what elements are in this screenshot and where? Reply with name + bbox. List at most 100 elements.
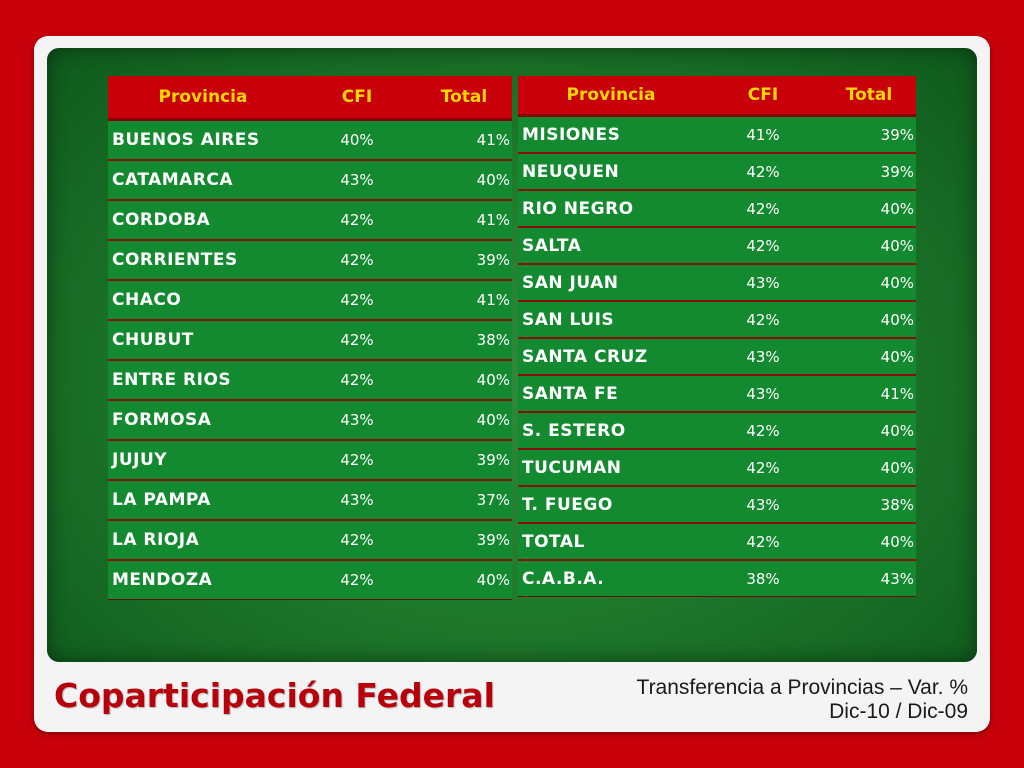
table-row: TOTAL 42% 40% xyxy=(518,522,916,561)
total-value: 39% xyxy=(416,239,512,281)
province-name: CORRIENTES xyxy=(108,239,298,281)
total-value: 43% xyxy=(822,559,916,597)
cfi-value: 42% xyxy=(298,319,416,361)
province-name: JUJUY xyxy=(108,439,298,481)
cfi-value: 41% xyxy=(704,114,822,154)
total-value: 40% xyxy=(822,448,916,487)
total-value: 39% xyxy=(822,114,916,154)
province-name: NEUQUEN xyxy=(518,152,704,191)
total-value: 40% xyxy=(822,189,916,228)
cfi-value: 42% xyxy=(704,226,822,265)
province-name: SANTA FE xyxy=(518,374,704,413)
table-row: SALTA 42% 40% xyxy=(518,226,916,265)
table-row: CATAMARCA 43% 40% xyxy=(108,159,512,201)
province-name: RIO NEGRO xyxy=(518,189,704,228)
table-row: RIO NEGRO 42% 40% xyxy=(518,189,916,228)
province-name: SAN LUIS xyxy=(518,300,704,339)
table-row: NEUQUEN 42% 39% xyxy=(518,152,916,191)
cfi-value: 42% xyxy=(298,199,416,241)
table-row: SANTA FE 43% 41% xyxy=(518,374,916,413)
province-name: C.A.B.A. xyxy=(518,559,704,597)
table-row: CHUBUT 42% 38% xyxy=(108,319,512,361)
cfi-value: 42% xyxy=(298,239,416,281)
cfi-value: 40% xyxy=(298,118,416,161)
cfi-value: 42% xyxy=(298,559,416,600)
province-name: SANTA CRUZ xyxy=(518,337,704,376)
cfi-value: 42% xyxy=(298,279,416,321)
table-row: LA RIOJA 42% 39% xyxy=(108,519,512,561)
cfi-value: 43% xyxy=(298,399,416,441)
table-row: MENDOZA 42% 40% xyxy=(108,559,512,600)
cfi-value: 42% xyxy=(704,300,822,339)
cfi-value: 43% xyxy=(704,337,822,376)
total-value: 41% xyxy=(416,118,512,161)
province-name: MISIONES xyxy=(518,114,704,154)
cfi-value: 42% xyxy=(298,359,416,401)
cfi-value: 42% xyxy=(298,439,416,481)
table-row: SAN LUIS 42% 40% xyxy=(518,300,916,339)
total-value: 39% xyxy=(416,519,512,561)
total-value: 40% xyxy=(416,159,512,201)
cfi-value: 42% xyxy=(704,411,822,450)
province-name: CORDOBA xyxy=(108,199,298,241)
province-name: LA PAMPA xyxy=(108,479,298,521)
total-value: 40% xyxy=(822,337,916,376)
total-value: 38% xyxy=(416,319,512,361)
province-name: CATAMARCA xyxy=(108,159,298,201)
cfi-value: 38% xyxy=(704,559,822,597)
total-value: 41% xyxy=(416,279,512,321)
total-value: 38% xyxy=(822,485,916,524)
cfi-value: 43% xyxy=(704,263,822,302)
total-value: 39% xyxy=(416,439,512,481)
province-name: T. FUEGO xyxy=(518,485,704,524)
cfi-value: 42% xyxy=(704,189,822,228)
cfi-value: 42% xyxy=(704,152,822,191)
table-row: CORDOBA 42% 41% xyxy=(108,199,512,241)
header-total: Total xyxy=(822,76,916,117)
table-header-row: Provincia CFI Total xyxy=(518,76,916,117)
table-row: MISIONES 41% 39% xyxy=(518,114,916,154)
province-name: SALTA xyxy=(518,226,704,265)
subtitle-line-2: Dic-10 / Dic-09 xyxy=(829,700,968,723)
table-row: S. ESTERO 42% 40% xyxy=(518,411,916,450)
total-value: 40% xyxy=(416,359,512,401)
table-row: C.A.B.A. 38% 43% xyxy=(518,559,916,597)
province-name: TOTAL xyxy=(518,522,704,561)
slide-title: Coparticipación Federal xyxy=(54,676,495,715)
table-row: TUCUMAN 42% 40% xyxy=(518,448,916,487)
provinces-table-left: Provincia CFI Total BUENOS AIRES 40% 41% CA… xyxy=(108,76,512,600)
province-name: ENTRE RIOS xyxy=(108,359,298,401)
table-row: T. FUEGO 43% 38% xyxy=(518,485,916,524)
province-name: S. ESTERO xyxy=(518,411,704,450)
table-row: BUENOS AIRES 40% 41% xyxy=(108,118,512,161)
table-row: SAN JUAN 43% 40% xyxy=(518,263,916,302)
province-name: CHUBUT xyxy=(108,319,298,361)
provinces-table-right: Provincia CFI Total MISIONES 41% 39% NEUQUE… xyxy=(518,76,916,597)
total-value: 39% xyxy=(822,152,916,191)
province-name: LA RIOJA xyxy=(108,519,298,561)
total-value: 40% xyxy=(822,226,916,265)
slide-subtitle: Transferencia a Provincias – Var. % Dic-… xyxy=(637,676,968,724)
province-name: FORMOSA xyxy=(108,399,298,441)
table-row: CORRIENTES 42% 39% xyxy=(108,239,512,281)
total-value: 37% xyxy=(416,479,512,521)
header-provincia: Provincia xyxy=(518,76,704,117)
table-header-row: Provincia CFI Total xyxy=(108,76,512,121)
cfi-value: 42% xyxy=(704,522,822,561)
header-cfi: CFI xyxy=(704,76,822,117)
total-value: 40% xyxy=(416,399,512,441)
table-row: ENTRE RIOS 42% 40% xyxy=(108,359,512,401)
table-row: SANTA CRUZ 43% 40% xyxy=(518,337,916,376)
subtitle-line-1: Transferencia a Provincias – Var. % xyxy=(636,676,968,699)
cfi-value: 42% xyxy=(704,448,822,487)
province-name: TUCUMAN xyxy=(518,448,704,487)
total-value: 40% xyxy=(822,300,916,339)
cfi-value: 42% xyxy=(298,519,416,561)
total-value: 40% xyxy=(416,559,512,600)
table-row: LA PAMPA 43% 37% xyxy=(108,479,512,521)
total-value: 40% xyxy=(822,522,916,561)
province-name: MENDOZA xyxy=(108,559,298,600)
cfi-value: 43% xyxy=(298,479,416,521)
province-name: BUENOS AIRES xyxy=(108,118,298,161)
table-row: CHACO 42% 41% xyxy=(108,279,512,321)
